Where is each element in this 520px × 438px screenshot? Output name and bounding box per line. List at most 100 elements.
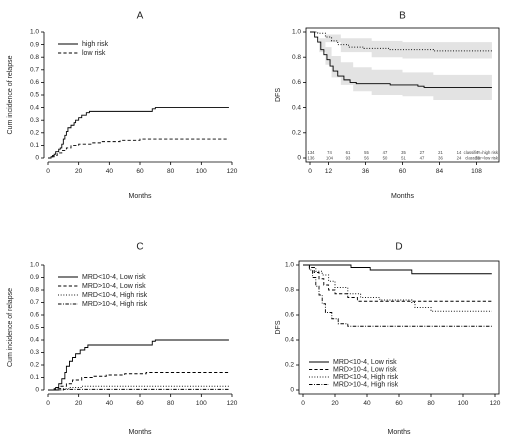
y-tick-label: 0 [297, 155, 301, 162]
y-tick-label: 0.2 [292, 130, 301, 137]
x-tick-label: 60 [136, 168, 144, 175]
risk-count: 47 [383, 150, 388, 155]
y-tick-label: 0 [35, 155, 39, 162]
x-tick-label: 84 [436, 168, 444, 175]
risk-count: 51 [401, 156, 406, 161]
panel-a: A 0 0.1 0.2 0.3 0.4 0.5 0.6 0.7 0.8 0.9 1.0 0 20 40 60 8… [7, 10, 238, 200]
legend-entry: MRD>10-4, High risk [333, 381, 399, 388]
risk-count: 61 [346, 150, 351, 155]
risk-count: 56 [364, 156, 369, 161]
y-tick-label: 0.8 [292, 54, 301, 61]
risk-count: 27 [420, 150, 425, 155]
x-tick-label: 0 [308, 168, 312, 175]
x-tick-label: 80 [427, 400, 435, 407]
x-tick-label: 20 [75, 168, 83, 175]
risk-count: 55 [364, 150, 369, 155]
y-tick-label: 0.4 [285, 337, 294, 344]
panel-label: D [395, 241, 402, 252]
legend-entry: MRD>10-4, Low risk [333, 366, 397, 373]
x-tick-label: 40 [363, 400, 371, 407]
series-line-2 [48, 138, 229, 159]
y-axis-label: Cum incidence of relapse [7, 55, 14, 134]
x-tick-label: 0 [301, 400, 305, 407]
x-tick-label: 120 [227, 168, 238, 175]
series-line-1 [48, 339, 229, 391]
y-tick-label: 0.6 [30, 79, 39, 86]
x-axis-label: Months [388, 429, 411, 436]
series-line-1 [303, 264, 492, 275]
series-line-2 [310, 31, 492, 52]
series-line-1 [310, 31, 492, 88]
x-tick-label: 100 [196, 168, 207, 175]
y-tick-label: 1.0 [285, 262, 294, 269]
risk-count: 36 [438, 156, 443, 161]
y-tick-label: 0.3 [30, 349, 39, 356]
x-tick-label: 20 [331, 400, 339, 407]
legend-entry: low risk [82, 50, 106, 57]
legend-entry: MRD<10-4, Low risk [333, 359, 397, 366]
risk-row-label: classifier=high risk [464, 150, 499, 155]
risk-count: 74 [327, 150, 332, 155]
x-tick-label: 80 [167, 168, 175, 175]
y-tick-label: 1.0 [292, 29, 301, 36]
legend: high risk low risk [58, 41, 109, 57]
series-line-4 [303, 264, 492, 327]
y-tick-label: 1.0 [30, 262, 39, 269]
y-tick-label: 0.8 [30, 54, 39, 61]
risk-count: 136 [308, 156, 316, 161]
y-tick-label: 0.9 [30, 41, 39, 48]
x-axis-label: Months [129, 429, 152, 436]
x-tick-label: 60 [136, 400, 144, 407]
y-tick-label: 0.2 [285, 362, 294, 369]
series-line-3 [303, 264, 492, 312]
y-tick-label: 1.0 [30, 29, 39, 36]
risk-count: 35 [401, 150, 406, 155]
x-tick-label: 0 [46, 400, 50, 407]
confidence-band-2 [310, 32, 492, 60]
risk-count: 14 [457, 150, 462, 155]
risk-count: 13 [475, 156, 480, 161]
risk-count: 24 [457, 156, 462, 161]
legend-entry: MRD<10-4, Low risk [82, 274, 146, 281]
risk-count: 104 [326, 156, 334, 161]
y-tick-label: 0.6 [285, 312, 294, 319]
x-tick-label: 12 [325, 168, 333, 175]
series-line-2 [48, 372, 229, 391]
series-line-2 [303, 264, 492, 302]
legend-entry: MRD<10-4, High risk [333, 374, 399, 381]
y-tick-label: 0.4 [292, 104, 301, 111]
risk-count: 134 [308, 150, 316, 155]
y-tick-label: 0.5 [30, 92, 39, 99]
x-tick-label: 20 [75, 400, 83, 407]
y-tick-label: 0.1 [30, 374, 39, 381]
y-tick-label: 0.8 [30, 287, 39, 294]
x-tick-label: 100 [196, 400, 207, 407]
panel-label: C [136, 241, 143, 252]
y-tick-label: 0.6 [292, 79, 301, 86]
risk-count: 47 [420, 156, 425, 161]
y-tick-label: 0.7 [30, 67, 39, 74]
x-tick-label: 40 [106, 400, 114, 407]
x-tick-label: 0 [46, 168, 50, 175]
x-tick-label: 60 [395, 400, 403, 407]
risk-count: 21 [438, 150, 443, 155]
series-line-1 [48, 107, 229, 159]
x-tick-label: 120 [490, 400, 501, 407]
panel-label: A [137, 10, 144, 21]
x-tick-label: 108 [471, 168, 482, 175]
confidence-band-1 [310, 32, 492, 102]
x-tick-label: 60 [399, 168, 407, 175]
legend-entry: MRD>10-4, Low risk [82, 283, 146, 290]
x-tick-label: 100 [458, 400, 469, 407]
y-tick-label: 0.2 [30, 130, 39, 137]
y-axis-label: Cum incidence of relapse [7, 288, 14, 367]
series-line-4 [48, 388, 229, 391]
risk-count: 7 [476, 150, 479, 155]
y-tick-label: 0.3 [30, 117, 39, 124]
y-tick-label: 0.4 [30, 337, 39, 344]
y-tick-label: 0.4 [30, 104, 39, 111]
legend-entry: MRD>10-4, High risk [82, 301, 148, 308]
